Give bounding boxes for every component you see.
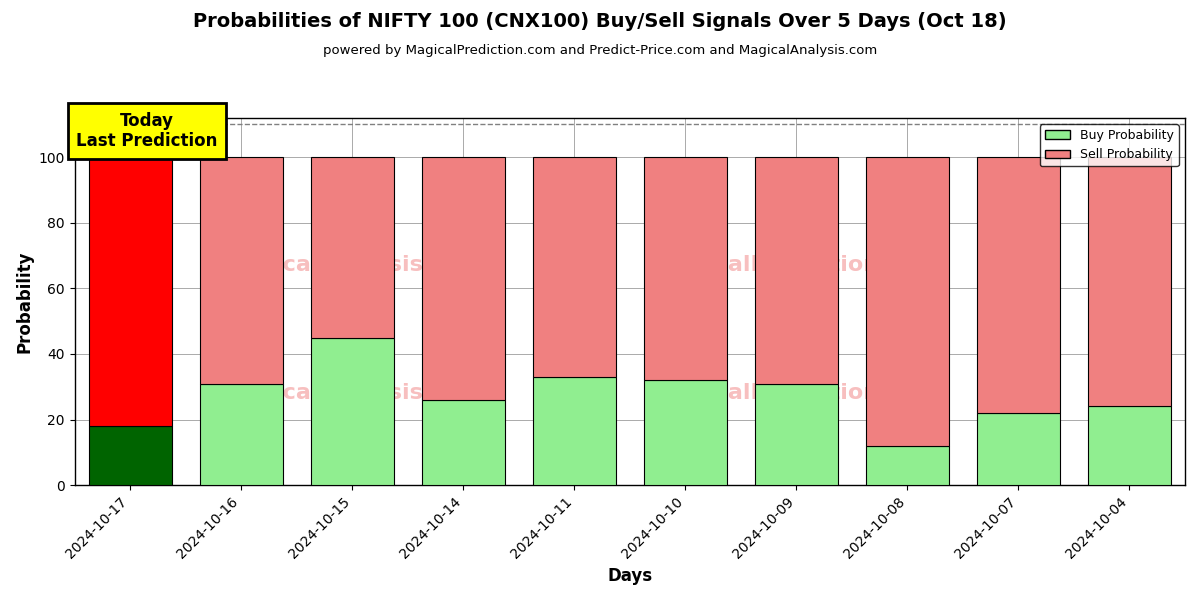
Bar [1088, 157, 1171, 406]
Text: powered by MagicalPrediction.com and Predict-Price.com and MagicalAnalysis.com: powered by MagicalPrediction.com and Pre… [323, 44, 877, 57]
Bar [755, 383, 838, 485]
Text: Probabilities of NIFTY 100 (CNX100) Buy/Sell Signals Over 5 Days (Oct 18): Probabilities of NIFTY 100 (CNX100) Buy/… [193, 12, 1007, 31]
Bar [755, 157, 838, 383]
Text: MagicalAnalysis.com: MagicalAnalysis.com [222, 255, 482, 275]
Text: MagicalPrediction.com: MagicalPrediction.com [654, 255, 940, 275]
Legend: Buy Probability, Sell Probability: Buy Probability, Sell Probability [1040, 124, 1178, 166]
Bar [89, 157, 172, 426]
Bar [865, 157, 949, 446]
Text: MagicalAnalysis.com: MagicalAnalysis.com [222, 383, 482, 403]
Bar [865, 446, 949, 485]
Bar [311, 338, 394, 485]
Bar [421, 400, 505, 485]
Bar [643, 380, 727, 485]
X-axis label: Days: Days [607, 567, 653, 585]
Bar [421, 157, 505, 400]
Bar [643, 157, 727, 380]
Y-axis label: Probability: Probability [16, 250, 34, 353]
Bar [89, 426, 172, 485]
Bar [977, 157, 1060, 413]
Bar [533, 157, 616, 377]
Text: Today
Last Prediction: Today Last Prediction [76, 112, 217, 151]
Bar [199, 157, 283, 383]
Text: MagicalPrediction.com: MagicalPrediction.com [654, 383, 940, 403]
Bar [199, 383, 283, 485]
Bar [533, 377, 616, 485]
Bar [311, 157, 394, 338]
Bar [977, 413, 1060, 485]
Bar [1088, 406, 1171, 485]
